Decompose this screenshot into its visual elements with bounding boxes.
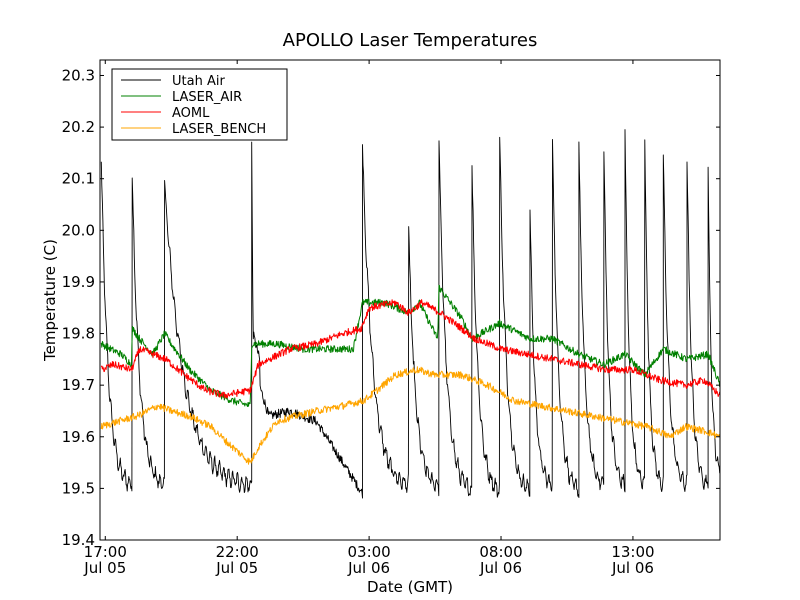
- x-axis-label: Date (GMT): [367, 578, 453, 596]
- y-tick-label: 19.4: [62, 531, 95, 549]
- x-tick-label-time: 22:00: [216, 543, 259, 561]
- x-tick-label-date: Jul 05: [215, 559, 258, 577]
- x-tick-label-time: 13:00: [611, 543, 654, 561]
- y-tick-label: 20.1: [62, 170, 95, 188]
- x-tick-label-date: Jul 06: [611, 559, 654, 577]
- y-axis: 19.4 19.5 19.6 19.7 19.8 19.9 20.0 20.1 20.2 20.3: [62, 66, 720, 549]
- y-tick-label: 19.6: [62, 428, 95, 446]
- y-tick-label: 20.0: [62, 221, 95, 239]
- y-axis-label: Temperature (C): [41, 239, 59, 362]
- x-tick-label-date: Jul 05: [83, 559, 126, 577]
- series-line-laser-bench: [100, 366, 720, 465]
- x-tick-label-date: Jul 06: [347, 559, 390, 577]
- legend-label: LASER_AIR: [172, 90, 242, 105]
- y-tick-label: 19.9: [62, 273, 95, 291]
- x-tick-label-time: 17:00: [84, 543, 127, 561]
- legend-label: AOML: [172, 106, 210, 121]
- series-layer: [100, 129, 720, 499]
- y-tick-label: 20.2: [62, 118, 95, 136]
- x-tick-label-time: 08:00: [479, 543, 522, 561]
- x-tick-label-time: 03:00: [347, 543, 390, 561]
- legend-label: LASER_BENCH: [172, 122, 266, 137]
- y-tick-label: 19.7: [62, 376, 95, 394]
- chart-title: APOLLO Laser Temperatures: [283, 30, 538, 51]
- y-tick-label: 19.8: [62, 325, 95, 343]
- y-tick-label: 19.5: [62, 479, 95, 497]
- series-line-utah-air: [100, 129, 720, 499]
- plot-frame: [99, 59, 721, 541]
- x-tick-label-date: Jul 06: [479, 559, 522, 577]
- series-line-aoml: [100, 299, 720, 399]
- legend-label: Utah Air: [172, 74, 225, 89]
- y-tick-label: 20.3: [62, 66, 95, 84]
